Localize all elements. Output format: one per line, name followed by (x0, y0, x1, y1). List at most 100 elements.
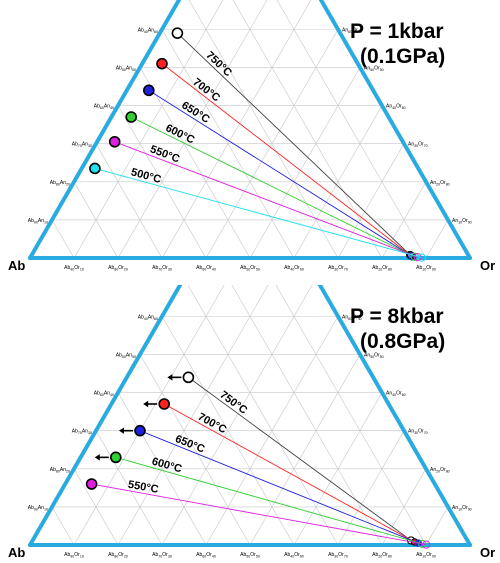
corner-label-or: Or (480, 258, 495, 273)
axis-tick-label: Ab90An10 (28, 505, 48, 512)
grid-line (73, 285, 225, 546)
axis-tick-label: Ab60Or40 (196, 552, 216, 559)
ternary-panel-2: Ab90An10 Ab80An20 Ab70An30 Ab60An40 Ab50An50… (8, 285, 495, 560)
axis-tick-label: Ab10Or90 (416, 552, 436, 559)
axis-tick-label: Ab30Or70 (328, 552, 348, 559)
tie-line-650 (139, 430, 419, 544)
axis-tick-label: An30Or70 (408, 429, 428, 436)
isotherm-label-550: 550°C (127, 479, 159, 496)
grid-line (51, 219, 75, 259)
plag-point-700 (156, 57, 168, 70)
grid-line (381, 181, 427, 259)
edge-ab-an (28, 0, 182, 260)
plag-point-600 (125, 111, 137, 123)
grid-line (276, 0, 427, 259)
ternary-panel-1: Ab90An10 Ab80An20 Ab70An30 Ab60An40 Ab50An50… (8, 0, 495, 273)
axis-tick-label: An50Or50 (364, 352, 384, 359)
kfs-point-750 (406, 250, 415, 260)
edge-ab-an (28, 285, 183, 547)
isotherm-label-550: 550°C (148, 143, 181, 165)
ternary-grid (51, 0, 449, 259)
panel-title-gpa: (0.8GPa) (360, 330, 445, 353)
grid-line (249, 354, 361, 546)
axis-tick-label: An30Or70 (408, 142, 428, 149)
axis-tick-label: An20Or80 (430, 467, 450, 474)
tie-line-600 (115, 456, 423, 545)
plag-point-650 (143, 84, 155, 97)
tie-line-750 (188, 376, 412, 541)
grid-line (73, 0, 224, 259)
grid-line (425, 219, 449, 259)
grid-line (73, 181, 119, 259)
axis-tick-label: An40Or60 (386, 104, 406, 111)
grid-line (337, 430, 405, 546)
axis-tick-label: Ab80Or20 (108, 265, 128, 272)
axis-tick-label: An60Or40 (342, 27, 362, 34)
shift-arrow-head (167, 374, 173, 381)
corner-label-ab: Ab (8, 258, 25, 273)
axis-tick-label: An50Or50 (364, 65, 384, 72)
axis-tick-label: An10Or90 (452, 218, 472, 225)
edge-an-or (318, 0, 472, 260)
corner-label-ab: Ab (8, 545, 25, 560)
grid-line (249, 67, 361, 259)
shift-arrow-head (94, 454, 100, 461)
isotherm-label-600: 600°C (163, 122, 196, 146)
plag-point-600 (110, 451, 122, 464)
axis-tick-label: Ab70An30 (72, 142, 92, 149)
edge-an-or (317, 285, 472, 547)
tie-line-700 (163, 403, 415, 543)
axis-tick-label: Ab80An20 (50, 180, 70, 187)
isotherm-label-700: 700°C (191, 76, 223, 104)
grid-line (425, 506, 449, 546)
tie-line-550 (91, 483, 427, 546)
grid-line (293, 105, 383, 259)
plag-point-750 (171, 27, 184, 39)
axis-tick-label: Ab90Or10 (64, 265, 84, 272)
axis-tick-label: Ab50Or50 (240, 265, 260, 272)
tick-labels: Ab90An10 Ab80An20 Ab70An30 Ab60An40 Ab50An50… (28, 27, 472, 271)
axis-tick-label: Ab70Or30 (152, 552, 172, 559)
panel-title-pressure: P = 1kbar (350, 20, 444, 43)
kfs-point-600 (418, 539, 427, 548)
grid-line (337, 143, 405, 259)
axis-tick-label: An40Or60 (386, 391, 406, 398)
grid-line (95, 143, 163, 259)
isotherm-label-700: 700°C (196, 411, 229, 436)
plag-point-500 (89, 162, 101, 175)
axis-tick-label: Ab20Or80 (372, 552, 392, 559)
axis-tick-label: Ab40Or60 (284, 265, 304, 272)
tie-line-650 (148, 89, 413, 257)
axis-tick-label: An20Or80 (430, 180, 450, 187)
grid-line (293, 392, 383, 546)
axis-tick-label: Ab90Or10 (64, 552, 84, 559)
grid-line (95, 430, 163, 546)
grid-line (117, 105, 207, 259)
kfs-point-550 (422, 540, 431, 549)
axis-tick-label: An10Or90 (452, 505, 472, 512)
isotherm-label-750: 750°C (217, 389, 249, 417)
axis-tick-label: Ab20Or80 (372, 265, 392, 272)
axis-tick-label: Ab50An50 (116, 65, 136, 72)
axis-tick-label: Ab40An60 (138, 314, 158, 321)
tick-labels: Ab90An10 Ab80An20 Ab70An30 Ab60An40 Ab50An50… (28, 314, 472, 558)
isotherm-label-650: 650°C (173, 433, 206, 456)
grid-line (117, 0, 268, 259)
axis-tick-label: Ab80Or20 (108, 552, 128, 559)
plag-point-650 (134, 424, 146, 437)
corner-label-or: Or (480, 545, 495, 560)
grid-line (139, 67, 251, 259)
tie-line-550 (114, 141, 418, 258)
axis-tick-label: Ab60Or40 (196, 265, 216, 272)
ternary-frame (28, 0, 472, 260)
axis-tick-label: Ab50An50 (116, 352, 136, 359)
isotherm-label-500: 500°C (130, 166, 163, 186)
grid-line (381, 468, 427, 546)
axis-tick-label: Ab10Or90 (416, 265, 436, 272)
ternary-frame (28, 285, 472, 547)
isotherm-label-750: 750°C (203, 49, 234, 79)
axis-tick-label: Ab60An40 (94, 104, 114, 111)
grid-line (161, 285, 313, 546)
